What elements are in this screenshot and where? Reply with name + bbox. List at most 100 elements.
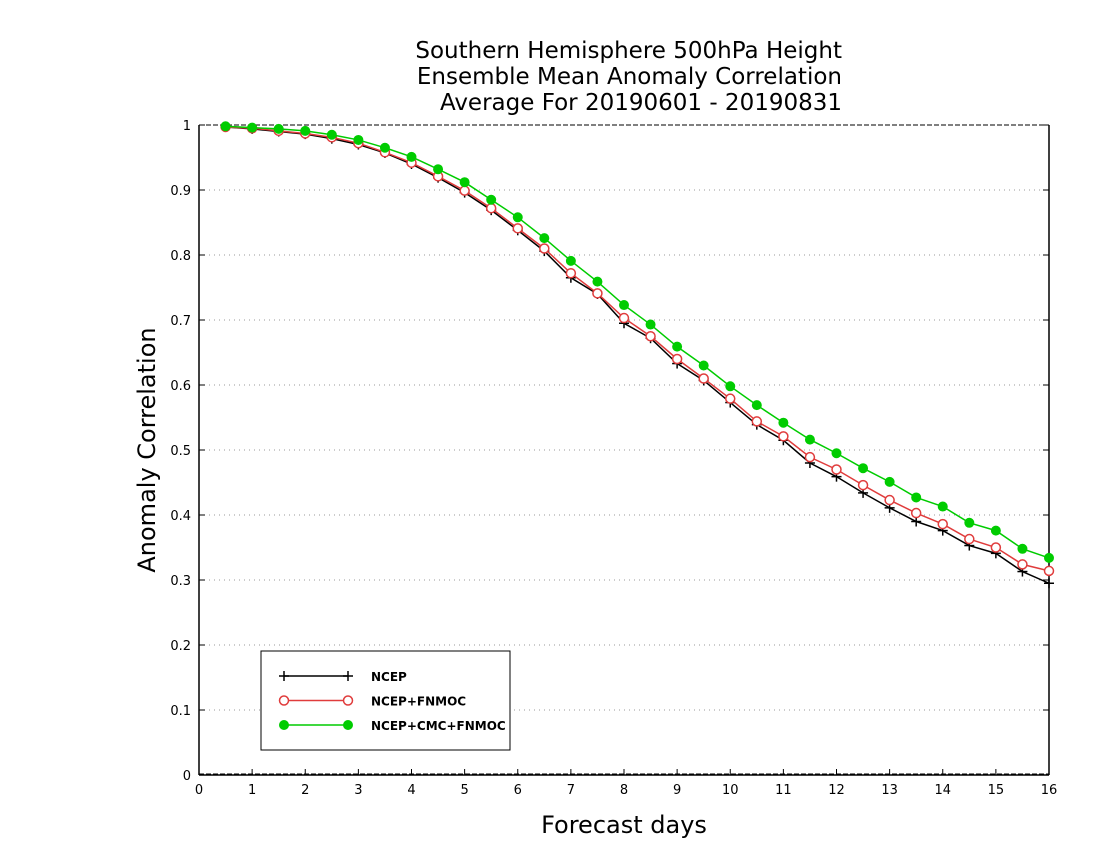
data-point-2-17 xyxy=(672,341,683,352)
data-point-1-12 xyxy=(539,243,550,254)
data-point-2-28 xyxy=(964,517,975,528)
y-tick-label-10: 1 xyxy=(183,119,191,134)
series-2 xyxy=(220,121,1054,563)
x-tick-label-11: 11 xyxy=(775,783,792,798)
legend-item-0: NCEP xyxy=(279,670,407,684)
data-point-2-19 xyxy=(725,381,736,392)
data-point-1-11 xyxy=(512,223,523,234)
data-point-1-25 xyxy=(884,494,895,506)
data-point-1-19 xyxy=(725,393,736,404)
data-point-1-17 xyxy=(671,353,683,365)
data-point-1-30 xyxy=(1017,559,1028,570)
data-point-2-31 xyxy=(1044,552,1054,563)
data-point-2-14 xyxy=(592,276,603,287)
series-line-2 xyxy=(225,125,1050,559)
data-point-2-15 xyxy=(619,300,629,311)
data-point-2-9 xyxy=(459,177,470,188)
data-point-2-13 xyxy=(565,255,576,266)
x-tick-label-5: 5 xyxy=(460,783,468,798)
data-point-2-6 xyxy=(379,142,390,153)
data-point-2-10 xyxy=(486,194,497,205)
legend-label-2: NCEP+CMC+FNMOC xyxy=(371,719,506,733)
data-point-2-4 xyxy=(326,129,337,140)
x-tick-label-2: 2 xyxy=(301,783,309,798)
y-tick-label-0: 0 xyxy=(183,769,191,784)
data-point-2-21 xyxy=(778,417,789,428)
x-tick-label-9: 9 xyxy=(673,783,681,798)
title-line-1: Southern Hemisphere 500hPa Height xyxy=(415,38,842,64)
series-line-1 xyxy=(225,126,1050,572)
data-point-2-23 xyxy=(831,448,842,459)
legend-marker-end-1 xyxy=(342,695,354,706)
data-point-2-12 xyxy=(539,233,550,244)
gridlines xyxy=(199,189,1049,711)
data-point-2-11 xyxy=(512,212,523,223)
x-tick-label-0: 0 xyxy=(195,783,203,798)
legend-item-2: NCEP+CMC+FNMOC xyxy=(279,719,506,733)
x-tick-label-3: 3 xyxy=(354,783,362,798)
data-point-2-25 xyxy=(884,476,895,487)
legend-marker-start-1 xyxy=(278,695,290,706)
x-tick-label-7: 7 xyxy=(567,783,575,798)
data-point-2-27 xyxy=(937,501,948,512)
data-point-2-18 xyxy=(698,360,709,371)
data-point-1-27 xyxy=(937,518,948,530)
data-point-1-26 xyxy=(910,507,922,519)
x-tick-label-13: 13 xyxy=(881,783,898,798)
y-tick-label-5: 0.5 xyxy=(170,444,191,459)
x-axis-title: Forecast days xyxy=(541,811,707,839)
data-point-1-18 xyxy=(698,373,709,384)
x-tick-label-1: 1 xyxy=(248,783,256,798)
legend: NCEP NCEP+FNMOC NCEP+CMC+FNMOC xyxy=(260,650,511,751)
y-tick-label-9: 0.9 xyxy=(170,184,191,199)
data-point-1-21 xyxy=(778,431,789,442)
x-tick-label-6: 6 xyxy=(514,783,522,798)
x-tick-label-12: 12 xyxy=(828,783,845,798)
x-tick-label-10: 10 xyxy=(722,783,739,798)
data-point-2-20 xyxy=(751,400,762,411)
data-point-1-31 xyxy=(1043,565,1055,577)
y-tick-label-6: 0.6 xyxy=(170,379,191,394)
title-line-3: Average For 20190601 - 20190831 xyxy=(440,90,842,116)
y-tick-label-8: 0.8 xyxy=(170,249,191,264)
data-point-2-8 xyxy=(433,164,444,175)
series-1 xyxy=(220,121,1055,577)
data-point-2-24 xyxy=(858,463,869,474)
legend-marker-end-0 xyxy=(343,671,353,681)
data-point-1-20 xyxy=(751,416,763,427)
legend-item-1: NCEP+FNMOC xyxy=(278,695,466,709)
data-point-1-16 xyxy=(645,331,656,342)
legend-label-0: NCEP xyxy=(371,670,407,684)
legend-marker-start-0 xyxy=(279,671,289,681)
legend-marker-end-2 xyxy=(343,720,353,730)
data-point-1-14 xyxy=(592,288,603,299)
x-tick-label-14: 14 xyxy=(934,783,951,798)
data-point-2-16 xyxy=(645,319,656,330)
data-point-2-7 xyxy=(406,151,417,162)
y-axis-ticks: 0 0.1 0.2 0.3 0.4 0.5 0.6 0.7 0.8 0.9 1 xyxy=(170,119,1049,784)
x-axis-ticks: 0 1 2 3 4 5 6 7 8 9 10 11 12 13 14 15 16 xyxy=(195,769,1057,798)
data-point-1-13 xyxy=(565,267,577,279)
legend-marker-start-2 xyxy=(279,720,289,730)
x-tick-label-15: 15 xyxy=(988,783,1005,798)
data-point-2-2 xyxy=(273,123,284,134)
data-point-2-5 xyxy=(353,134,364,145)
y-tick-label-4: 0.4 xyxy=(170,509,191,524)
x-tick-label-16: 16 xyxy=(1041,783,1058,798)
data-point-1-10 xyxy=(485,202,497,214)
data-point-0-31 xyxy=(1044,578,1054,589)
y-tick-label-1: 0.1 xyxy=(170,704,191,719)
data-point-2-22 xyxy=(804,434,815,445)
y-axis-title: Anomaly Correlation xyxy=(133,327,161,572)
data-point-1-15 xyxy=(618,312,630,324)
data-point-1-24 xyxy=(857,479,869,491)
data-point-2-30 xyxy=(1017,543,1028,554)
y-tick-label-3: 0.3 xyxy=(170,574,191,589)
chart-title: Southern Hemisphere 500hPa Height Ensemb… xyxy=(415,38,842,116)
data-point-2-3 xyxy=(300,125,311,136)
data-point-1-23 xyxy=(831,464,842,475)
data-point-2-29 xyxy=(990,525,1001,536)
data-point-2-0 xyxy=(220,121,231,132)
y-tick-label-2: 0.2 xyxy=(170,639,191,654)
